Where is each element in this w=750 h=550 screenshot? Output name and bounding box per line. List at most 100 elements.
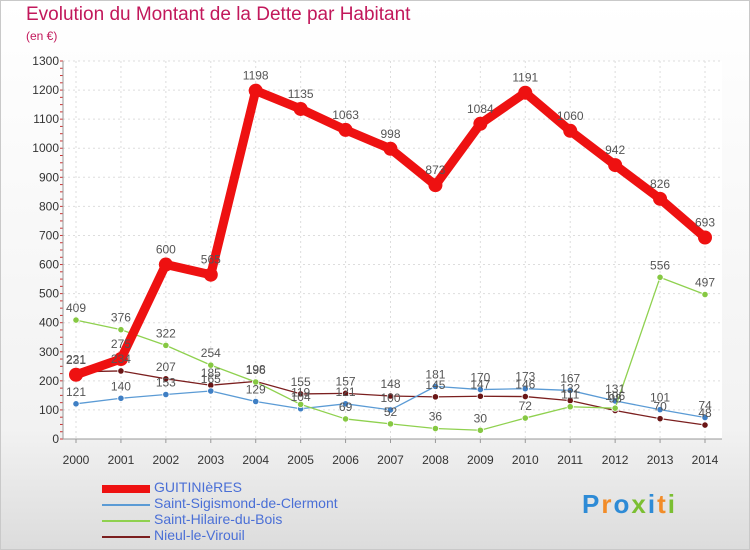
data-label-1: 101 [650,391,670,405]
data-label-1: 153 [156,376,176,390]
data-label-0: 998 [380,127,400,141]
legend-swatch [102,504,150,506]
y-tick-label: 1000 [32,141,59,155]
data-label-3: 70 [653,400,667,414]
y-tick-label: 100 [39,403,59,417]
data-label-1: 131 [605,382,625,396]
data-label-1: 104 [291,390,311,404]
logo-letter: o [613,489,632,519]
data-label-2: 119 [291,385,310,399]
legend-swatch [102,520,150,522]
label-layer: 231 234 207 185 198 155 157 148 145 147 146 132 98 70… [66,69,715,426]
data-label-0: 873 [425,163,445,177]
series-point-1 [386,406,395,414]
y-tick-label: 0 [52,432,59,446]
data-label-0: 1198 [243,69,269,83]
series-point-2 [297,400,305,408]
series-point-1 [341,400,350,408]
series-point-0 [158,257,173,272]
series-point-1 [252,397,260,406]
x-tick-label: 2001 [108,453,135,467]
proxiti-logo: Proxiti [582,489,677,520]
series-point-3 [431,393,440,401]
series-point-2 [701,290,709,299]
x-tick-label: 2013 [647,453,674,467]
series-point-2 [72,316,80,324]
data-label-2: 36 [429,410,443,424]
plot-area [63,61,722,439]
series-point-0 [113,352,128,367]
data-label-2: 409 [66,301,86,315]
series-point-1 [701,413,709,422]
data-label-1: 165 [201,372,221,386]
data-label-0: 600 [156,243,176,257]
data-label-3: 231 [66,353,86,367]
data-label-2: 497 [695,275,715,289]
legend-label: GUITINIèRES [154,479,242,495]
x-tick-label: 2000 [63,453,90,467]
series-point-1 [521,385,529,393]
series-point-2 [386,420,395,428]
series-point-2 [656,273,664,281]
series-point-0 [563,123,578,138]
data-label-2: 376 [111,311,131,325]
series-point-1 [476,385,484,394]
logo-letter: r [601,489,614,519]
data-label-1: 181 [425,367,445,381]
legend-label: Saint-Sigismond-de-Clermont [154,495,338,511]
x-tick-label: 2012 [602,453,629,467]
legend-label: Saint-Hilaire-du-Bois [154,511,283,527]
series-point-0 [428,178,443,193]
x-tick-label: 2011 [557,453,583,467]
data-label-0: 1191 [512,71,538,85]
data-label-2: 556 [650,258,670,272]
x-tick-label: 2005 [287,453,314,467]
x-tick-label: 2002 [153,453,180,467]
series-point-3 [521,392,529,401]
series-point-2 [566,403,574,411]
data-label-1: 121 [336,385,356,399]
data-label-2: 69 [339,400,353,414]
data-label-1: 140 [111,379,131,393]
data-label-3: 198 [246,362,266,376]
legend-swatch [102,536,150,538]
chart-unit: (en €) [26,29,58,43]
legend-swatch [102,485,150,493]
y-tick-label: 700 [39,228,59,242]
y-tick-label: 800 [39,199,59,213]
legend-label: Nieul-le-Virouil [154,527,245,543]
data-label-3: 185 [201,366,221,380]
series-point-3 [656,415,664,423]
series-point-0 [608,158,623,173]
series-point-3 [476,392,484,400]
series-point-1 [431,382,440,390]
x-tick-label: 2008 [422,453,449,467]
series-layer [69,83,712,434]
series-point-3 [117,367,125,375]
data-label-3: 147 [470,377,490,391]
series-point-1 [207,387,215,395]
data-label-1: 74 [698,398,712,412]
series-point-2 [252,378,260,386]
series-point-3 [162,375,170,383]
data-label-2: 254 [201,346,221,360]
data-label-0: 826 [650,177,670,191]
logo-letter: x [631,489,648,519]
series-point-2 [162,341,170,349]
series-point-0 [248,83,263,98]
y-tick-label: 400 [39,316,59,330]
data-label-2: 52 [384,405,398,419]
series-point-0 [383,141,398,156]
series-point-2 [341,415,350,423]
data-label-1: 100 [380,391,400,405]
data-label-0: 693 [695,215,715,229]
series-point-0 [69,367,83,382]
data-label-0: 275 [111,337,131,351]
data-label-1: 167 [560,371,580,385]
series-point-1 [117,394,125,402]
series-point-2 [431,424,440,433]
data-label-0: 1084 [467,102,494,116]
y-tick-label: 600 [39,258,59,272]
x-tick-label: 2007 [377,453,404,467]
data-label-0: 1060 [557,109,584,123]
